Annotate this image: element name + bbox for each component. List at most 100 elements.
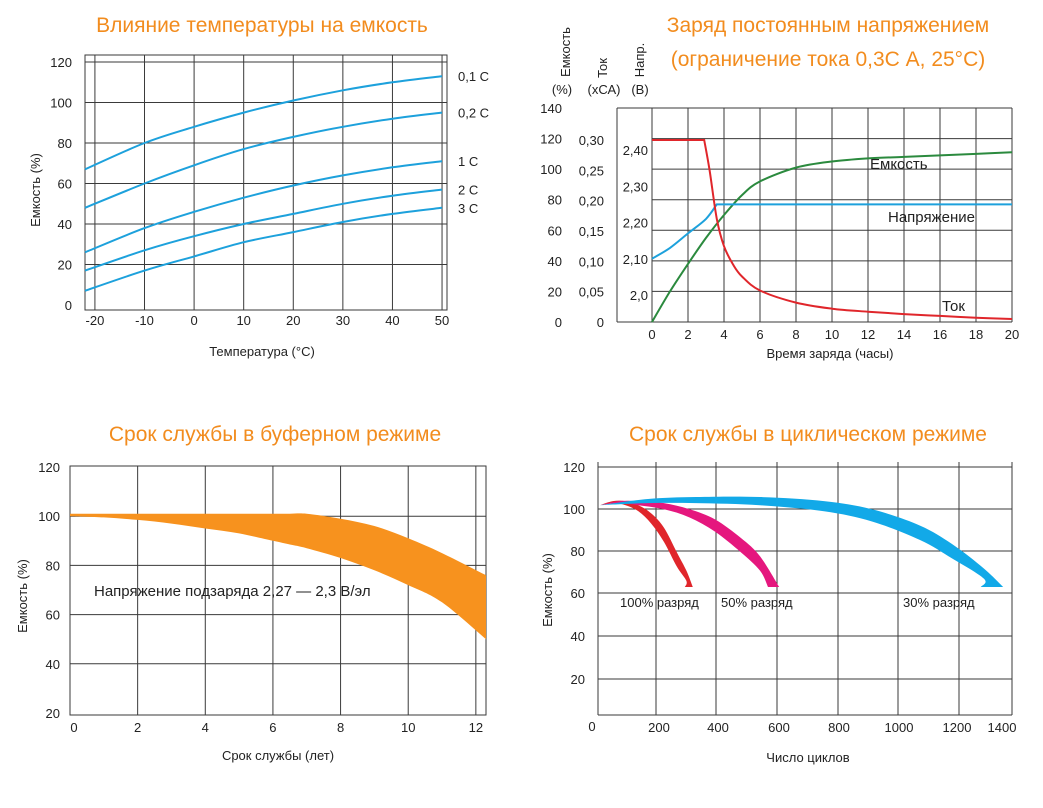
chart4-x-tick-label: 800 [828, 720, 850, 735]
chart3-capacity-band [70, 513, 486, 640]
chart4-y-tick-label: 80 [571, 544, 585, 559]
chart2-current-unit: (хСА) [588, 82, 621, 97]
chart1-y-tick-label: 60 [58, 177, 72, 192]
chart1-x-tick-label: 0 [190, 313, 197, 328]
chart4-x-tick-label: 1400 [988, 720, 1017, 735]
chart4-y-tick-label: 40 [571, 629, 585, 644]
chart1-series-line [84, 111, 443, 209]
chart3-x-tick-label: 6 [269, 720, 276, 735]
chart3-y-tick-label: 80 [46, 558, 60, 573]
chart1-x-tick-label: -20 [86, 313, 105, 328]
chart2-capacity-tick-label: 80 [548, 193, 562, 208]
chart4-y-tick-label: 120 [563, 460, 585, 475]
chart3-x-tick-label: 10 [401, 720, 415, 735]
chart1-y-tick-label: 80 [58, 136, 72, 151]
chart2-current-tick-label: 0,05 [579, 285, 604, 300]
chart3-x-tick-label: 0 [70, 720, 77, 735]
chart2-x-axis-label: Время заряда (часы) [767, 346, 894, 361]
chart2-current-tick-label: 0,15 [579, 224, 604, 239]
chart4-band-label: 100% разряд [620, 595, 699, 610]
chart2-series-label: Ток [942, 298, 965, 315]
chart1-series-label: 0,2 С [458, 106, 489, 121]
chart2-series-label: Напряжение [888, 209, 975, 226]
chart2-x-tick-label: 2 [684, 327, 691, 342]
chart4-band-label: 30% разряд [903, 595, 975, 610]
chart2-current-line [652, 139, 1013, 320]
chart1-x-tick-label: 10 [236, 313, 250, 328]
chart4-y-tick-label: 20 [571, 672, 585, 687]
chart3-x-axis-label: Срок службы (лет) [222, 748, 334, 763]
chart2-x-tick-label: 18 [969, 327, 983, 342]
chart4-x-tick-label: 0 [588, 719, 595, 734]
chart2-capacity-tick-label: 0 [555, 315, 562, 330]
chart4-y-axis-label: Емкость (%) [540, 553, 555, 627]
chart2-current-tick-label: 0,10 [579, 254, 604, 269]
chart2-current-tick-label: 0,30 [579, 133, 604, 148]
chart4-y-tick-label: 60 [571, 586, 585, 601]
chart2-voltage-tick-label: 2,10 [623, 252, 648, 267]
chart3-y-tick-label: 100 [38, 509, 60, 524]
chart1-series-line [84, 188, 443, 272]
chart1-x-tick-label: 40 [385, 313, 399, 328]
chart1-y-tick-label: 40 [58, 217, 72, 232]
chart1-y-tick-label: 20 [58, 258, 72, 273]
chart2-x-tick-label: 16 [933, 327, 947, 342]
chart1-x-tick-label: -10 [135, 313, 154, 328]
chart2-capacity-tick-label: 100 [540, 162, 562, 177]
chart3-y-tick-label: 120 [38, 460, 60, 475]
chart2-voltage-line [651, 203, 1012, 260]
chart1-x-tick-label: 50 [435, 313, 449, 328]
chart2-capacity-tick-label: 40 [548, 254, 562, 269]
chart2-capacity-tick-label: 140 [540, 101, 562, 116]
chart3-x-tick-label: 12 [469, 720, 483, 735]
chart4-band-100 [600, 500, 693, 587]
chart2-x-tick-label: 10 [825, 327, 839, 342]
chart4-y-tick-label: 100 [563, 502, 585, 517]
chart1-series-line [84, 160, 443, 254]
chart1-y-axis-label: Емкость (%) [28, 153, 43, 227]
chart4-x-tick-label: 1000 [885, 720, 914, 735]
chart3-y-tick-label: 40 [46, 657, 60, 672]
chart4-band-label: 50% разряд [721, 595, 793, 610]
chart2-x-tick-label: 8 [792, 327, 799, 342]
chart2-capacity-tick-label: 60 [548, 223, 562, 238]
chart2-capacity-tick-label: 20 [548, 284, 562, 299]
chart3-x-tick-label: 2 [134, 720, 141, 735]
chart2-x-tick-label: 20 [1005, 327, 1019, 342]
chart3-x-tick-label: 4 [202, 720, 209, 735]
chart4-band-30 [600, 496, 1004, 587]
chart1-series-label: 0,1 С [458, 69, 489, 84]
chart1-series-label: 3 С [458, 201, 478, 216]
chart4-band-50 [600, 500, 780, 587]
chart2-voltage-unit: (В) [631, 82, 648, 97]
chart2-x-tick-label: 6 [756, 327, 763, 342]
chart1-plot-frame [84, 54, 448, 311]
chart2-series-label: Емкость [870, 156, 928, 173]
chart2-title: Заряд постоянным напряжением [667, 14, 989, 37]
chart3-y-tick-label: 60 [46, 608, 60, 623]
chart2-voltage-header: Напр. [632, 43, 647, 78]
chart4-x-tick-label: 200 [648, 720, 670, 735]
chart1-series-label: 1 С [458, 154, 478, 169]
chart1-y-tick-label: 120 [50, 55, 72, 70]
chart2-capacity-line [651, 151, 1013, 323]
chart2-voltage-tick-label: 2,30 [623, 179, 648, 194]
chart4-x-tick-label: 400 [707, 720, 729, 735]
chart2-current-tick-label: 0 [597, 315, 604, 330]
chart3-y-tick-label: 20 [46, 706, 60, 721]
chart3-annotation: Напряжение подзаряда 2,27 — 2,3 В/эл [94, 583, 371, 600]
chart2-capacity-unit: (%) [552, 82, 572, 97]
chart2-capacity-header: Емкость [558, 27, 573, 77]
chart1-y-tick-label: 0 [65, 298, 72, 313]
chart4-x-tick-label: 600 [768, 720, 790, 735]
chart2-capacity-tick-label: 120 [540, 132, 562, 147]
chart1-series-line [84, 206, 443, 292]
chart2-x-tick-label: 12 [861, 327, 875, 342]
chart2-current-tick-label: 0,25 [579, 163, 604, 178]
chart3-x-tick-label: 8 [337, 720, 344, 735]
chart2-x-tick-label: 4 [720, 327, 727, 342]
chart2-x-tick-label: 0 [648, 327, 655, 342]
chart4-title: Срок службы в циклическом режиме [629, 423, 987, 446]
